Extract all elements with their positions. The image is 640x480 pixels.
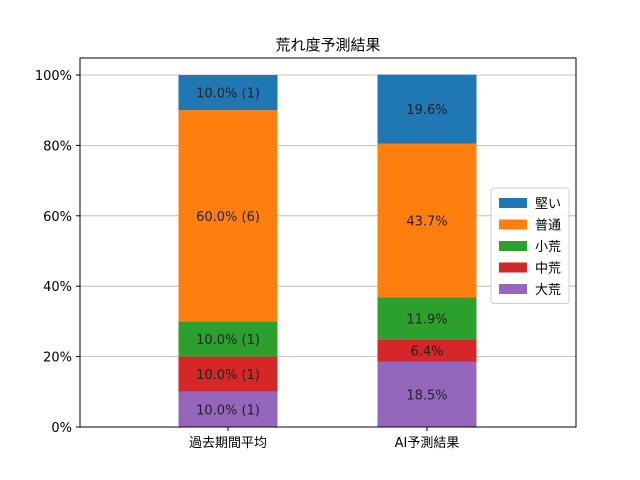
bar-segment [178,391,278,427]
legend-swatch [499,241,527,251]
bar-data-label: 10.0% (1) [196,333,260,348]
bar-segment [178,75,278,111]
bar-data-label: 60.0% (6) [196,210,260,225]
bar-segment [178,321,278,357]
legend-label: 普通 [535,219,561,234]
bar-data-label: 43.7% [406,215,447,230]
y-tick-label: 80% [43,139,72,154]
legend-swatch [499,284,527,294]
bar-data-label: 6.4% [410,345,443,360]
bar-segment [377,297,477,340]
legend-label: 堅い [535,197,561,212]
bar-data-label: 11.9% [406,312,447,327]
legend-label: 中荒 [535,262,561,277]
bar-data-label: 19.6% [406,103,447,118]
plot-frame [79,57,577,428]
bar-segment [377,339,477,362]
legend-label: 小荒 [535,240,561,255]
bars [178,74,477,427]
y-tick-label: 0% [51,421,72,436]
y-tick-label: 100% [35,69,72,84]
y-tick-label: 60% [43,210,72,225]
y-tick-label: 20% [43,351,72,366]
bar-data-label: 10.0% (1) [196,87,260,102]
x-axis: 過去期間平均 AI予測結果 [189,427,459,451]
bar-data-label: 10.0% (1) [196,403,260,418]
bar-segment [178,110,278,322]
chart-title: 荒れ度予測結果 [275,36,380,54]
bar-segment [377,74,477,144]
bar-segment [377,143,477,298]
legend-swatch [499,219,527,230]
y-axis: 0% 20% 40% 60% 80% 100% [35,69,80,436]
legend-swatch [499,198,527,208]
bar-data-label: 10.0% (1) [196,368,260,383]
x-tick-label: AI予測結果 [395,436,460,451]
bar-segment [178,356,278,392]
legend-label: 大荒 [535,283,561,298]
legend-frame [490,187,570,304]
bar-segment [377,361,477,427]
legend-swatch [499,262,527,273]
x-tick-label: 過去期間平均 [189,436,267,451]
y-tick-label: 40% [43,280,72,295]
bar-labels: 10.0% (1) 10.0% (1) 10.0% (1) 60.0% (6) 10.0… [196,87,448,419]
bar-data-label: 18.5% [406,388,447,403]
